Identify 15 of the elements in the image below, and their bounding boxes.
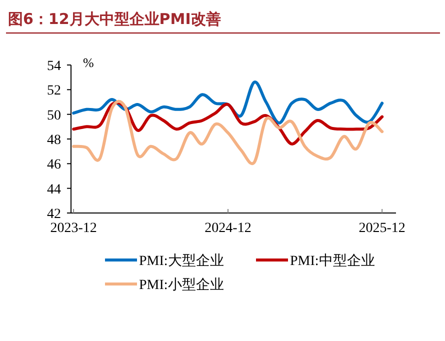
x-tick-label: 2024-12 — [204, 221, 252, 236]
legend-label: PMI:小型企业 — [139, 277, 224, 293]
legend-label: PMI:大型企业 — [139, 253, 224, 269]
y-tick-label: 50 — [47, 108, 61, 124]
y-tick-label: 42 — [47, 207, 61, 222]
y-tick-label: 44 — [47, 182, 61, 198]
y-tick-label: 52 — [47, 84, 61, 99]
y-tick-label: 54 — [47, 59, 61, 74]
y-tick-label: 46 — [47, 158, 61, 173]
x-tick-label: 2023-12 — [50, 221, 97, 236]
x-tick-label: 2025-12 — [358, 221, 406, 236]
y-axis-title: % — [83, 55, 94, 70]
chart-title: 图6：12月大中型企业PMI改善 — [8, 10, 221, 28]
y-tick-label: 48 — [47, 133, 61, 148]
legend-label: PMI:中型企业 — [290, 253, 375, 269]
